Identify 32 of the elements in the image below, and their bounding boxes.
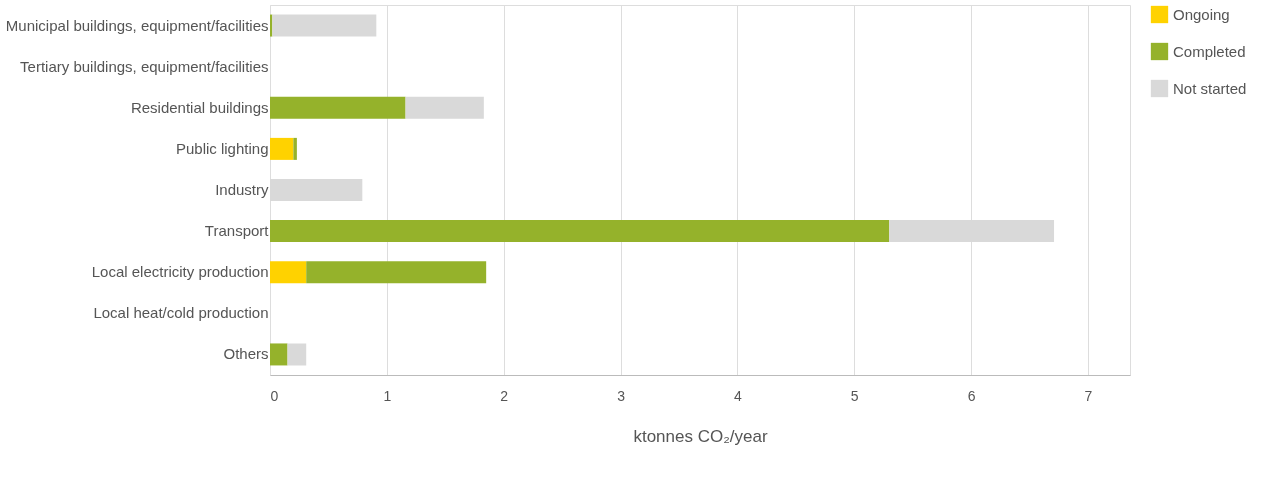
bar	[405, 96, 484, 119]
bar	[293, 137, 297, 160]
bar	[270, 220, 890, 243]
bar	[270, 137, 294, 160]
bar	[270, 343, 288, 366]
bar	[270, 96, 406, 119]
bar	[287, 343, 307, 366]
x-tick-label: 2	[500, 387, 509, 404]
x-axis-title: ktonnes CO₂/year	[633, 426, 768, 446]
y-tick-label: Residential buildings	[130, 98, 269, 116]
x-tick-label: 0	[270, 387, 279, 404]
bar	[270, 261, 307, 284]
legend-label: Ongoing	[1173, 5, 1230, 23]
y-tick-label: Industry	[215, 181, 269, 198]
x-tick-label: 6	[967, 387, 976, 404]
y-tick-label: Transport	[204, 222, 270, 240]
y-tick-label: Others	[223, 345, 269, 363]
x-tick-label: 4	[733, 387, 742, 404]
y-tick-label: Municipal buildings, equipment/facilities	[5, 16, 269, 34]
x-tick-label: 5	[850, 387, 859, 404]
x-tick-label: 7	[1084, 387, 1093, 404]
y-tick-label: Local heat/cold production	[93, 304, 269, 322]
bar	[270, 179, 363, 201]
x-tick-label: 3	[617, 387, 626, 404]
y-tick-label: Public lighting	[175, 139, 269, 157]
bar	[272, 14, 377, 37]
y-tick-label: Tertiary buildings, equipment/facilities	[20, 57, 269, 75]
legend-label: Not started	[1173, 79, 1247, 97]
x-tick-label: 1	[383, 387, 392, 404]
y-tick-label: Local electricity production	[91, 263, 269, 281]
legend-label: Completed	[1173, 42, 1246, 60]
bar	[306, 261, 487, 284]
